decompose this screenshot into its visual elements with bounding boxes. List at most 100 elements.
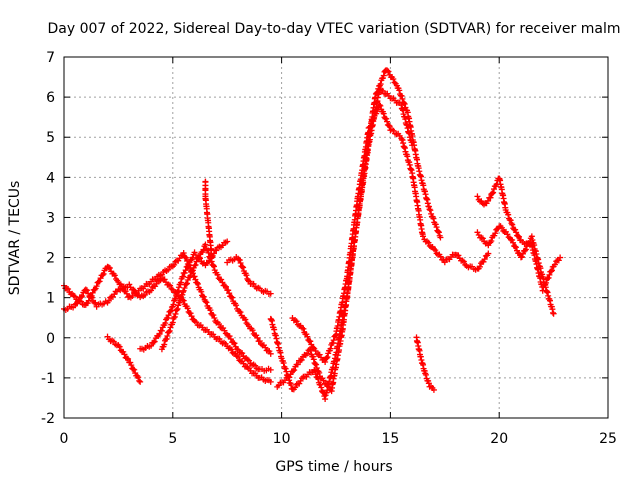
data-point [180,273,186,280]
data-point [228,293,235,300]
data-point [203,299,210,306]
series-sat-a [61,250,274,374]
y-tick-label: 4 [46,170,55,186]
data-point [136,377,143,384]
data-point [128,362,135,369]
data-point [518,253,525,260]
data-point [82,286,89,293]
data-point [282,365,289,372]
data-point [242,316,249,323]
data-point [515,233,522,240]
data-point [509,221,516,228]
data-point [310,356,317,363]
data-point [489,190,496,197]
data-point [322,358,329,365]
data-point [430,386,437,393]
data-point [332,332,339,339]
data-point [512,243,519,250]
x-tick-label: 10 [273,431,291,447]
data-point [401,100,408,107]
data-point [163,335,170,342]
data-point [300,325,307,332]
chart-title: Day 007 of 2022, Sidereal Day-to-day VTE… [48,21,621,37]
data-point [83,287,90,294]
data-point [267,350,274,357]
data-point [231,340,238,347]
series-sat-m [474,223,557,317]
data-point [548,267,555,274]
data-point [287,371,294,378]
data-point [161,341,168,348]
data-point [390,75,397,82]
data-point [167,282,174,289]
data-point [267,366,274,373]
data-point [65,286,72,293]
data-point [293,318,300,325]
data-point [194,279,201,286]
data-point [121,351,128,358]
data-point [286,374,293,381]
data-point [484,197,491,204]
y-tick-label: 5 [46,130,55,146]
x-tick-label: 15 [381,431,399,447]
data-point [425,239,432,246]
data-point [131,287,138,294]
data-point [318,384,325,391]
data-point [74,300,81,307]
data-point [168,307,175,314]
data-point [105,264,112,271]
data-point [148,287,155,294]
data-point [507,217,514,224]
data-point [137,378,144,385]
data-point [172,295,179,302]
data-point [267,290,274,297]
data-point [162,320,169,327]
data-point [150,339,157,346]
data-point [474,193,481,200]
data-point [313,365,320,372]
data-point [70,304,77,311]
data-point [370,116,377,123]
data-point [329,339,336,346]
data-point [239,350,246,357]
data-point [460,258,467,265]
data-point [180,287,187,294]
data-point [292,384,299,391]
data-point [174,288,181,295]
data-point [427,207,434,214]
series-sat-g [224,254,274,297]
y-tick-label: 0 [46,331,55,347]
data-point [288,381,295,388]
data-point [167,308,174,315]
data-point [384,67,391,74]
data-point [426,206,433,213]
data-point [557,254,564,261]
data-point [192,261,199,268]
data-point [512,226,519,233]
data-point [321,393,328,400]
data-point [476,263,483,270]
y-axis-label: SDTVAR / TECUs [7,181,23,296]
data-point [224,238,231,245]
data-point [280,360,287,367]
data-point [367,123,374,130]
series-sat-k [413,334,437,393]
x-tick-label: 0 [60,431,69,447]
data-point [435,228,442,235]
data-point [294,361,301,368]
data-point [437,234,444,241]
data-point [77,294,84,301]
data-point [304,350,311,357]
data-point [221,282,228,289]
data-point [125,355,132,362]
data-point [239,263,246,270]
data-point [210,263,217,270]
data-point [99,272,106,279]
data-point [513,244,520,251]
data-point [492,230,499,237]
data-point [225,287,232,294]
data-point [267,378,274,385]
data-point [182,267,189,274]
data-point [194,280,201,287]
